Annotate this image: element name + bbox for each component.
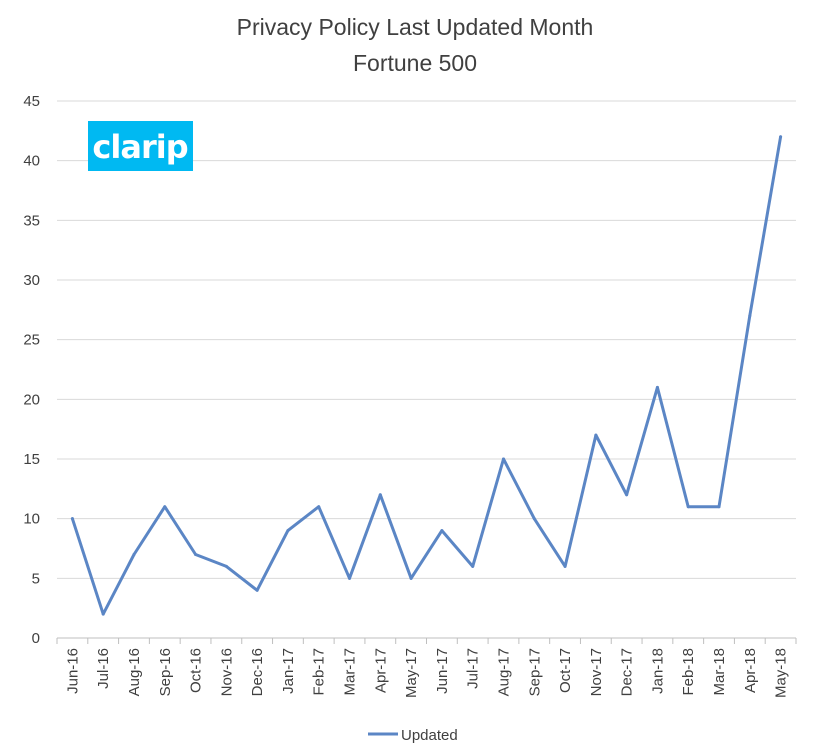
- data-point: [471, 564, 475, 568]
- data-point: [286, 529, 290, 533]
- x-tick-label: Jan-18: [649, 648, 666, 694]
- y-tick-label: 30: [23, 272, 40, 289]
- data-point: [563, 564, 567, 568]
- x-tick-label: Mar-17: [342, 648, 359, 696]
- data-point: [532, 517, 536, 521]
- data-point: [748, 314, 752, 318]
- axes: [56, 637, 797, 644]
- y-tick-label: 45: [23, 93, 40, 110]
- legend-label: Updated: [401, 727, 458, 744]
- x-tick-label: Apr-18: [742, 648, 759, 693]
- data-point: [440, 529, 444, 533]
- data-point: [163, 505, 167, 509]
- y-tick-labels: 0 5 10 15 20 25 30 35 40 45: [23, 93, 40, 647]
- y-tick-label: 5: [32, 570, 40, 587]
- data-point: [625, 493, 629, 497]
- series-lines: [70, 135, 783, 616]
- x-tick-label: Sep-16: [157, 648, 174, 696]
- data-point: [655, 385, 659, 389]
- x-tick-label: Aug-17: [495, 648, 512, 696]
- data-point: [348, 576, 352, 580]
- x-tick-label: May-18: [773, 648, 790, 698]
- y-tick-label: 15: [23, 451, 40, 468]
- gridlines: [57, 100, 796, 579]
- y-tick-label: 35: [23, 212, 40, 229]
- x-tick-label: Oct-17: [557, 648, 574, 693]
- data-point: [317, 505, 321, 509]
- data-point: [132, 552, 136, 556]
- data-point: [70, 517, 74, 521]
- x-tick-labels: Jun-16 Jul-16 Aug-16 Sep-16 Oct-16 Nov-16 Dec-…: [64, 648, 789, 698]
- x-tick-label: Nov-16: [218, 648, 235, 696]
- x-tick-label: Mar-18: [711, 648, 728, 696]
- data-point: [224, 564, 228, 568]
- x-tick-label: Jun-17: [434, 648, 451, 694]
- data-point: [594, 433, 598, 437]
- x-tick-label: May-17: [403, 648, 420, 698]
- y-tick-label: 25: [23, 332, 40, 349]
- data-point: [686, 505, 690, 509]
- x-tick-label: Sep-17: [526, 648, 543, 696]
- data-point: [378, 493, 382, 497]
- x-tick-label: Jan-17: [280, 648, 297, 694]
- data-point: [101, 612, 105, 616]
- x-tick-label: Dec-16: [249, 648, 266, 696]
- y-tick-label: 40: [23, 153, 40, 170]
- series-line-0: [70, 135, 783, 616]
- y-tick-label: 20: [23, 391, 40, 408]
- data-point: [717, 505, 721, 509]
- x-tick-label: Feb-18: [680, 648, 697, 696]
- x-tick-label: Jul-16: [95, 648, 112, 689]
- legend: Updated: [368, 727, 458, 744]
- logo-text: clarip: [92, 128, 187, 166]
- x-tick-label: Nov-17: [588, 648, 605, 696]
- y-tick-label: 0: [32, 630, 40, 647]
- x-tick-label: Jul-17: [465, 648, 482, 689]
- chart-subtitle: Fortune 500: [352, 50, 478, 76]
- x-tick-label: Aug-16: [126, 648, 143, 696]
- x-tick-label: Oct-16: [188, 648, 205, 693]
- chart-title: Privacy Policy Last Updated Month: [236, 14, 594, 40]
- data-point: [409, 576, 413, 580]
- data-point: [779, 135, 783, 139]
- logo-background: [88, 121, 193, 171]
- x-tick-label: Jun-16: [64, 648, 81, 694]
- x-tick-label: Feb-17: [311, 648, 328, 696]
- data-point: [255, 588, 259, 592]
- x-tick-label: Dec-17: [619, 648, 636, 696]
- y-tick-label: 10: [23, 511, 40, 528]
- data-point: [501, 457, 505, 461]
- clarip-logo: clarip: [88, 121, 193, 171]
- x-tick-label: Apr-17: [372, 648, 389, 693]
- data-point: [194, 552, 198, 556]
